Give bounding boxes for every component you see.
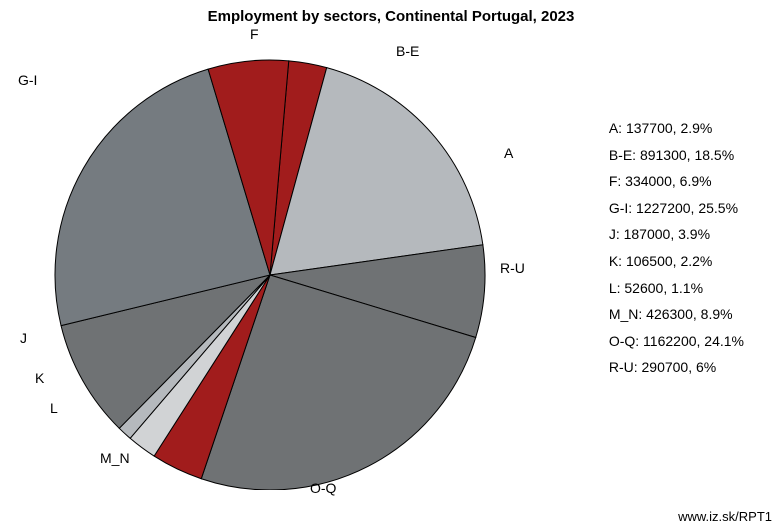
slice-label-A: A <box>504 145 513 161</box>
slice-label-K: K <box>35 370 44 386</box>
legend-item-O-Q: O-Q: 1162200, 24.1% <box>609 328 744 355</box>
legend-item-L: L: 52600, 1.1% <box>609 275 744 302</box>
slice-label-M_N: M_N <box>100 450 130 466</box>
slice-label-F: F <box>250 26 259 42</box>
slice-label-J: J <box>20 330 27 346</box>
legend-item-A: A: 137700, 2.9% <box>609 115 744 142</box>
legend-item-F: F: 334000, 6.9% <box>609 168 744 195</box>
slice-label-O-Q: O-Q <box>310 480 336 496</box>
source-link[interactable]: www.iz.sk/RPT1 <box>678 509 772 524</box>
legend-item-B-E: B-E: 891300, 18.5% <box>609 142 744 169</box>
legend-item-K: K: 106500, 2.2% <box>609 248 744 275</box>
slice-label-G-I: G-I <box>18 72 37 88</box>
slice-label-L: L <box>50 400 58 416</box>
slice-label-R-U: R-U <box>500 260 525 276</box>
pie-chart-area: AB-EFG-IJKLM_NO-QR-U <box>20 30 520 490</box>
legend-item-M_N: M_N: 426300, 8.9% <box>609 301 744 328</box>
legend-item-R-U: R-U: 290700, 6% <box>609 354 744 381</box>
legend-item-J: J: 187000, 3.9% <box>609 221 744 248</box>
legend: A: 137700, 2.9%B-E: 891300, 18.5%F: 3340… <box>609 115 744 381</box>
pie-chart <box>20 30 520 490</box>
chart-title: Employment by sectors, Continental Portu… <box>0 8 782 25</box>
legend-item-G-I: G-I: 1227200, 25.5% <box>609 195 744 222</box>
slice-label-B-E: B-E <box>396 43 419 59</box>
